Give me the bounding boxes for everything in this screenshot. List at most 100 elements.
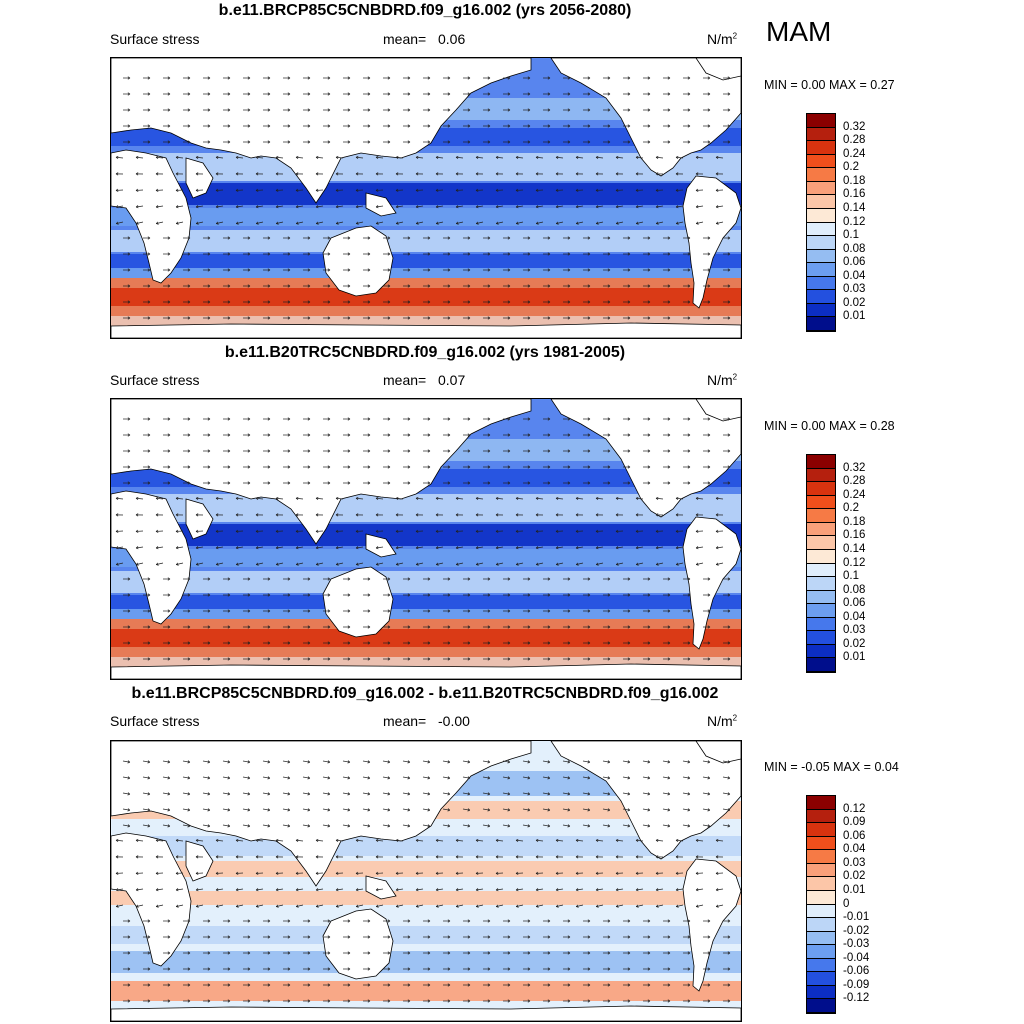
wind-arrow bbox=[583, 577, 591, 581]
wind-arrow bbox=[615, 871, 624, 875]
wind-arrow bbox=[515, 904, 524, 908]
wind-arrow bbox=[343, 481, 351, 485]
wind-arrow bbox=[355, 513, 364, 517]
wind-arrow bbox=[295, 888, 304, 892]
wind-arrow bbox=[603, 433, 611, 437]
wind-arrow bbox=[383, 481, 391, 485]
wind-arrow bbox=[363, 967, 371, 971]
wind-arrow bbox=[175, 496, 184, 501]
wind-arrow bbox=[603, 417, 611, 421]
wind-arrow bbox=[395, 188, 404, 192]
wind-arrow bbox=[303, 252, 311, 256]
wind-arrow bbox=[283, 983, 291, 987]
wind-arrow bbox=[663, 76, 671, 80]
wind-arrow bbox=[162, 776, 171, 780]
wind-arrow bbox=[722, 824, 731, 828]
wind-arrow bbox=[615, 496, 624, 501]
wind-arrow bbox=[143, 919, 151, 923]
wind-arrow bbox=[375, 855, 384, 859]
wind-arrow bbox=[555, 529, 564, 533]
colorbar-swatch bbox=[807, 222, 835, 237]
wind-arrow bbox=[675, 838, 684, 843]
wind-arrow bbox=[522, 824, 531, 828]
wind-arrow bbox=[595, 546, 604, 550]
wind-arrow bbox=[623, 449, 631, 453]
wind-arrow bbox=[583, 641, 591, 645]
wind-arrow bbox=[203, 92, 211, 96]
wind-arrow bbox=[143, 284, 151, 288]
wind-arrow bbox=[683, 92, 691, 96]
wind-arrow bbox=[643, 935, 651, 939]
wind-arrow bbox=[523, 108, 531, 112]
wind-arrow bbox=[263, 625, 271, 629]
wind-arrow bbox=[495, 496, 504, 501]
wind-arrow bbox=[635, 155, 644, 160]
wind-arrow bbox=[583, 252, 591, 256]
wind-arrow bbox=[335, 838, 344, 843]
wind-arrow bbox=[355, 838, 364, 843]
colorbar-swatch bbox=[807, 563, 835, 578]
wind-arrow bbox=[723, 236, 731, 240]
wind-arrow bbox=[343, 92, 351, 96]
wind-arrow bbox=[123, 316, 131, 320]
wind-arrow bbox=[343, 108, 351, 112]
wind-arrow bbox=[142, 792, 151, 796]
wind-arrow bbox=[323, 593, 331, 597]
wind-arrow bbox=[163, 92, 171, 96]
wind-arrow bbox=[283, 284, 291, 288]
colorbar-swatch bbox=[807, 877, 835, 891]
wind-arrow bbox=[163, 236, 171, 240]
wind-arrow bbox=[362, 792, 371, 796]
wind-arrow bbox=[543, 252, 551, 256]
wind-arrow bbox=[335, 562, 344, 566]
wind-arrow bbox=[603, 967, 611, 971]
wind-arrow bbox=[243, 236, 251, 240]
continent-arabia bbox=[185, 498, 214, 540]
wind-arrow bbox=[275, 562, 284, 566]
wind-arrow bbox=[143, 983, 151, 987]
wind-arrow bbox=[403, 252, 411, 256]
wind-arrow bbox=[503, 919, 511, 923]
wind-arrow bbox=[663, 625, 671, 629]
wind-arrow bbox=[195, 888, 204, 892]
wind-arrow bbox=[602, 776, 611, 780]
wind-arrow bbox=[383, 983, 391, 987]
wind-arrow bbox=[343, 252, 351, 256]
wind-arrow bbox=[575, 221, 584, 225]
wind-arrow bbox=[295, 855, 304, 859]
wind-arrow bbox=[703, 284, 711, 288]
wind-arrow bbox=[283, 108, 291, 112]
wind-arrow bbox=[162, 792, 171, 796]
wind-arrow bbox=[683, 449, 691, 453]
wind-arrow bbox=[535, 205, 544, 209]
colorbar-label: 0.16 bbox=[843, 188, 866, 201]
wind-arrow bbox=[143, 108, 151, 112]
wind-arrow bbox=[482, 792, 491, 796]
wind-arrow bbox=[175, 888, 184, 892]
wind-arrow bbox=[703, 316, 711, 320]
colorbar-label: 0.1 bbox=[843, 570, 859, 583]
wind-arrow bbox=[302, 792, 311, 796]
shading-band bbox=[111, 981, 741, 1001]
wind-arrow bbox=[583, 268, 591, 272]
wind-arrow bbox=[615, 888, 624, 892]
wind-arrow bbox=[683, 935, 691, 939]
wind-arrow bbox=[543, 449, 551, 453]
wind-arrow bbox=[595, 838, 604, 843]
wind-arrow bbox=[355, 529, 364, 533]
wind-arrow bbox=[443, 417, 451, 421]
wind-arrow bbox=[123, 481, 131, 485]
wind-arrow bbox=[383, 999, 391, 1003]
wind-arrow bbox=[243, 999, 251, 1003]
wind-arrow bbox=[343, 417, 351, 421]
wind-arrow bbox=[563, 999, 571, 1003]
wind-arrow bbox=[155, 205, 164, 209]
panel-2-title: b.e11.B20TRC5CNBDRD.f09_g16.002 (yrs 198… bbox=[224, 344, 626, 361]
wind-arrow bbox=[683, 609, 691, 613]
wind-arrow bbox=[463, 967, 471, 971]
wind-arrow bbox=[342, 808, 351, 812]
shading-band bbox=[111, 609, 741, 619]
wind-arrow bbox=[603, 465, 611, 469]
wind-arrow bbox=[635, 172, 644, 176]
colorbar-label: 0.16 bbox=[843, 529, 866, 542]
